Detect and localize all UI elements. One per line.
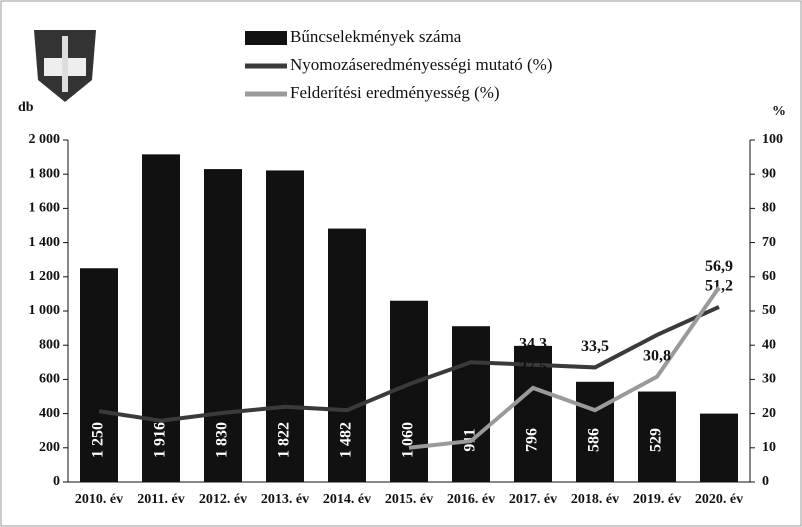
line-value-label: 20,2 bbox=[209, 384, 237, 401]
y-tick-label: 1 600 bbox=[29, 201, 61, 216]
line-value-label: 51,2 bbox=[705, 278, 733, 295]
bar-value-label: 1 830 bbox=[214, 422, 231, 458]
y-tick-label: 1 000 bbox=[29, 303, 61, 318]
y-tick-label: 1 800 bbox=[29, 166, 61, 181]
x-tick-label: 2015. év bbox=[385, 492, 433, 507]
y2-tick-label: 90 bbox=[762, 166, 776, 181]
legend-label: Nyomozáseredményességi mutató (%) bbox=[290, 55, 552, 74]
bar bbox=[700, 413, 738, 482]
y-tick-label: 600 bbox=[39, 372, 60, 387]
legend-label: Felderítési eredményesség (%) bbox=[290, 83, 500, 102]
bar-value-label: 529 bbox=[648, 428, 665, 452]
x-tick-label: 2016. év bbox=[447, 492, 495, 507]
line bbox=[408, 286, 721, 450]
bar-value-label: 1 916 bbox=[152, 422, 169, 458]
legend-swatch bbox=[245, 31, 287, 45]
bar bbox=[452, 326, 490, 482]
line bbox=[98, 305, 720, 423]
line-value-label: 33,5 bbox=[581, 338, 609, 355]
x-tick-label: 2017. év bbox=[509, 492, 557, 507]
line-value-label: 17,9 bbox=[147, 391, 175, 408]
bar bbox=[142, 154, 180, 482]
y2-tick-label: 30 bbox=[762, 372, 776, 387]
y2-tick-label: 70 bbox=[762, 235, 776, 250]
y2-tick-label: 80 bbox=[762, 201, 776, 216]
legend: Bűncselekmények száma Nyomozáseredményess… bbox=[245, 27, 552, 102]
y-tick-label: 1 400 bbox=[29, 235, 61, 250]
x-tick-label: 2011. év bbox=[137, 492, 184, 507]
line-value-label: 28,6 bbox=[395, 355, 423, 372]
line-value-label: 21,0 bbox=[333, 381, 361, 398]
bar bbox=[204, 169, 242, 482]
y2-tick-label: 10 bbox=[762, 440, 776, 455]
bar bbox=[266, 170, 304, 483]
x-tick-label: 2020. év bbox=[695, 492, 743, 507]
y2-tick-label: 40 bbox=[762, 337, 776, 352]
line-value-label: 20,7 bbox=[85, 382, 113, 399]
y2-tick-label: 60 bbox=[762, 269, 776, 284]
bar-value-label: 1 482 bbox=[338, 422, 355, 458]
bar bbox=[576, 381, 614, 482]
line-value-label: 30,8 bbox=[643, 347, 671, 364]
logo bbox=[34, 30, 96, 102]
line-value-label: 35,0 bbox=[457, 333, 485, 350]
bar-value-label: 1 250 bbox=[90, 422, 107, 458]
y-tick-label: 200 bbox=[39, 440, 60, 455]
x-tick-label: 2014. év bbox=[323, 492, 371, 507]
y-tick-label: 2 000 bbox=[29, 132, 61, 147]
y-tick-label: 400 bbox=[39, 406, 60, 421]
line-value-label: 34,3 bbox=[519, 335, 547, 352]
bar-value-label: 586 bbox=[586, 428, 603, 452]
y2-tick-label: 0 bbox=[762, 474, 769, 489]
bar bbox=[638, 391, 676, 482]
line-value-label: 56,9 bbox=[705, 258, 733, 275]
bar bbox=[80, 268, 118, 482]
x-tick-label: 2013. év bbox=[261, 492, 309, 507]
x-tick-label: 2012. év bbox=[199, 492, 247, 507]
bar bbox=[328, 228, 366, 482]
bar-value-label: 1 060 bbox=[400, 422, 417, 458]
line-value-label: 27,5 bbox=[519, 359, 547, 376]
legend-label: Bűncselekmények száma bbox=[290, 27, 462, 46]
line-value-label: 22,0 bbox=[271, 377, 299, 394]
y2-tick-label: 50 bbox=[762, 303, 776, 318]
y-tick-label: 0 bbox=[53, 474, 60, 489]
y2-axis-label: % bbox=[772, 104, 786, 119]
x-tick-label: 2019. év bbox=[633, 492, 681, 507]
y-tick-label: 1 200 bbox=[29, 269, 61, 284]
bar-value-label: 796 bbox=[524, 428, 541, 452]
y-tick-label: 800 bbox=[39, 337, 60, 352]
bar-value-label: 1 822 bbox=[276, 422, 293, 458]
y-axis-label: db bbox=[18, 100, 34, 115]
bar bbox=[514, 345, 552, 482]
x-tick-label: 2018. év bbox=[571, 492, 619, 507]
x-tick-label: 2010. év bbox=[75, 492, 123, 507]
y2-tick-label: 100 bbox=[762, 132, 783, 147]
y2-tick-label: 20 bbox=[762, 406, 776, 421]
